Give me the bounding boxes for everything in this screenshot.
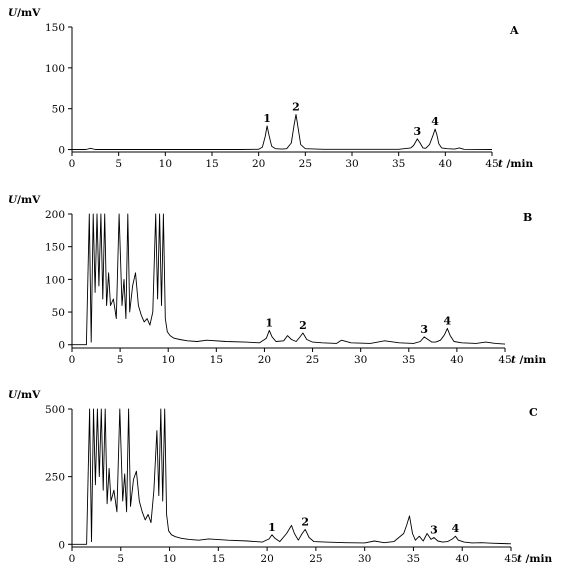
- y-tick-label: 0: [58, 340, 65, 352]
- y-tick-label: 500: [45, 404, 65, 416]
- x-tick-label: 35: [402, 354, 415, 366]
- y-tick-label: 50: [52, 104, 65, 116]
- x-tick-label: 45: [498, 354, 511, 366]
- x-tick-label: 0: [69, 553, 76, 565]
- x-tick-label: 20: [260, 553, 273, 565]
- x-tick-label: 30: [345, 158, 358, 170]
- x-axis-title: t /min: [511, 354, 546, 366]
- panel-label: A: [509, 24, 519, 37]
- x-tick-label: 15: [212, 553, 225, 565]
- peak-label: 2: [301, 515, 309, 528]
- y-tick-label: 50: [52, 307, 65, 319]
- peak-label: 3: [414, 125, 422, 138]
- chart-panel-b: 0 5 10 15 20 25 30 35 40 45 0 50 100 150 200 1 2 3 4 B U/mV t…: [8, 194, 546, 366]
- y-tick-label: 250: [45, 472, 65, 484]
- peak-label: 3: [420, 323, 428, 336]
- peak-label: 2: [292, 100, 300, 113]
- chromatogram-trace: [72, 408, 511, 545]
- x-tick-label: 45: [485, 158, 498, 170]
- x-tick-label: 5: [117, 354, 124, 366]
- chromatogram-trace: [72, 113, 492, 150]
- peak-label: 4: [452, 522, 460, 535]
- x-tick-label: 30: [358, 553, 371, 565]
- x-tick-label: 5: [117, 553, 124, 565]
- y-axis-title: U/mV: [8, 194, 41, 206]
- chart-panel-a: 0 5 10 15 20 25 30 35 40 45 0 50 100 150 1 2 34 A U/mV t /m…: [8, 7, 533, 170]
- x-tick-label: 15: [205, 158, 218, 170]
- panel-label: C: [529, 406, 538, 419]
- y-tick-label: 0: [58, 539, 65, 551]
- x-tick-label: 25: [306, 354, 319, 366]
- peak-label: 4: [431, 115, 439, 128]
- x-tick-label: 10: [162, 354, 175, 366]
- x-tick-label: 40: [450, 354, 463, 366]
- peak-label: 1: [263, 112, 271, 125]
- x-tick-label: 10: [159, 158, 172, 170]
- x-tick-label: 25: [299, 158, 312, 170]
- panel-label: B: [523, 211, 532, 224]
- x-tick-label: 10: [163, 553, 176, 565]
- y-axis-title: U/mV: [8, 7, 41, 19]
- y-tick-label: 200: [45, 209, 65, 221]
- x-tick-label: 0: [69, 158, 76, 170]
- y-tick-label: 0: [58, 145, 65, 157]
- peak-label: 2: [299, 319, 307, 332]
- x-tick-label: 25: [309, 553, 322, 565]
- x-tick-label: 40: [456, 553, 469, 565]
- x-tick-label: 35: [392, 158, 405, 170]
- x-tick-label: 15: [210, 354, 223, 366]
- x-tick-label: 0: [69, 354, 76, 366]
- chromatogram-trace: [72, 213, 505, 346]
- x-tick-label: 35: [407, 553, 420, 565]
- x-axis-title: t /min: [517, 553, 552, 565]
- peak-label: 3: [430, 524, 438, 537]
- peak-label: 1: [268, 521, 276, 534]
- y-tick-label: 100: [45, 274, 65, 286]
- y-tick-label: 150: [45, 242, 65, 254]
- y-tick-label: 150: [45, 22, 65, 34]
- peak-label: 4: [443, 314, 451, 327]
- x-tick-label: 45: [504, 553, 517, 565]
- y-axis-title: U/mV: [8, 389, 41, 401]
- x-tick-label: 20: [252, 158, 265, 170]
- peak-label: 1: [265, 316, 273, 329]
- x-tick-label: 20: [258, 354, 271, 366]
- chart-panel-c: 0 5 10 15 20 25 30 35 40 45 0 250 500 1 2 3 4 C U/mV t /min: [8, 389, 552, 565]
- y-tick-label: 100: [45, 63, 65, 75]
- x-tick-label: 5: [115, 158, 122, 170]
- x-axis-title: t /min: [498, 158, 533, 170]
- x-tick-label: 40: [439, 158, 452, 170]
- x-tick-label: 30: [354, 354, 367, 366]
